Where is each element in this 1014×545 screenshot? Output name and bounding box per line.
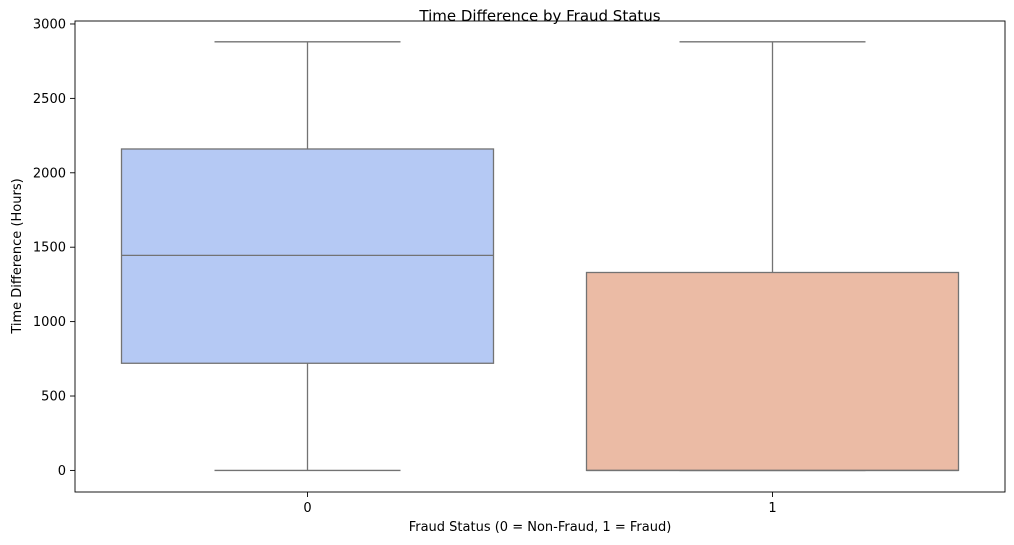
x-axis-label: Fraud Status (0 = Non-Fraud, 1 = Fraud) <box>409 520 672 535</box>
x-tick-label: 0 <box>303 501 311 516</box>
y-tick-label: 2500 <box>33 92 66 107</box>
plot-boxes <box>120 41 960 472</box>
chart-title: Time Difference by Fraud Status <box>418 7 660 25</box>
y-axis: 0 500 1000 1500 2000 2500 3000 <box>33 17 75 479</box>
y-tick-label: 500 <box>41 390 66 405</box>
box-iqr <box>120 148 495 364</box>
y-axis-label: Time Difference (Hours) <box>10 178 25 334</box>
y-tick-label: 2000 <box>33 166 66 181</box>
box-iqr <box>585 271 960 472</box>
plot-frame <box>74 20 1006 493</box>
box-0 <box>120 41 495 472</box>
y-tick-label: 1000 <box>33 315 66 330</box>
y-tick-label: 0 <box>58 464 66 479</box>
x-tick-label: 1 <box>768 501 776 516</box>
box-1 <box>585 41 960 472</box>
y-tick-label: 3000 <box>33 17 66 32</box>
y-tick-label: 1500 <box>33 241 66 256</box>
